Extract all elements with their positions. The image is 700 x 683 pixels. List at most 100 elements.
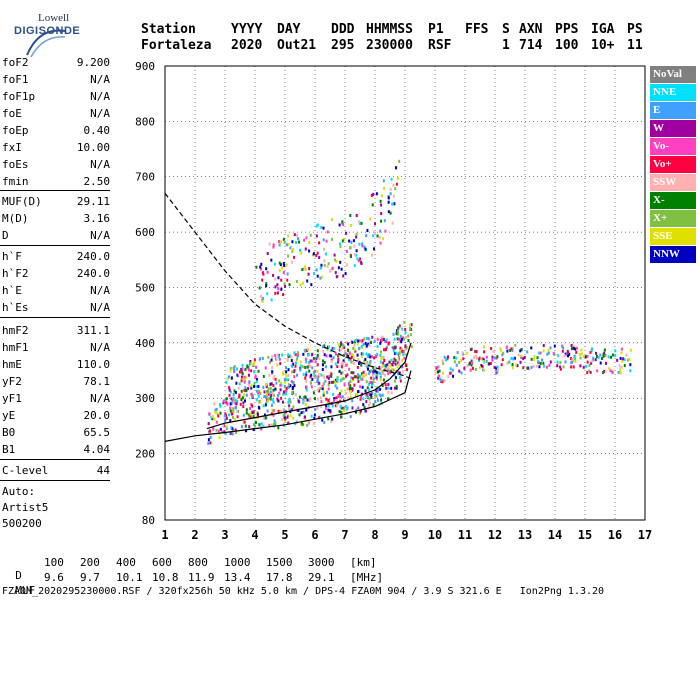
echo-point xyxy=(305,408,308,412)
echo-point xyxy=(522,366,525,370)
echo-point xyxy=(280,409,283,413)
echo-point xyxy=(595,351,598,355)
echo-point xyxy=(324,379,327,383)
echo-point xyxy=(510,347,513,351)
echo-point xyxy=(520,354,523,358)
header-ps-label: PS xyxy=(627,22,643,37)
echo-point xyxy=(360,372,363,376)
legend-item-sse: SSE xyxy=(650,228,696,245)
echo-point xyxy=(226,402,229,406)
echo-point xyxy=(359,409,362,413)
echo-point xyxy=(307,272,310,276)
echo-point xyxy=(404,363,407,367)
echo-point xyxy=(271,366,274,370)
echo-point xyxy=(363,359,366,363)
y-tick-label: 80 xyxy=(142,514,155,527)
echo-point xyxy=(481,365,484,369)
echo-point xyxy=(563,353,566,357)
echo-point xyxy=(291,370,294,374)
echo-point xyxy=(392,183,395,187)
echo-point xyxy=(355,249,358,253)
echo-point xyxy=(348,367,351,371)
echo-point xyxy=(350,376,353,380)
echo-point xyxy=(323,421,326,425)
echo-point xyxy=(323,361,326,365)
echo-point xyxy=(384,347,387,351)
echo-point xyxy=(358,346,361,350)
echo-point xyxy=(312,271,315,275)
echo-point xyxy=(438,377,441,381)
echo-point xyxy=(376,373,379,377)
echo-point xyxy=(244,368,247,372)
echo-point xyxy=(233,417,236,421)
echo-point xyxy=(383,373,386,377)
muf-value: 11.9 xyxy=(188,571,215,584)
echo-point xyxy=(387,386,390,390)
echo-point xyxy=(302,352,305,356)
echo-point xyxy=(374,395,377,399)
echo-point xyxy=(342,274,345,278)
echo-point xyxy=(229,369,232,373)
x-tick-label: 6 xyxy=(311,528,318,542)
echo-point xyxy=(270,298,273,302)
echo-point xyxy=(387,210,390,214)
echo-point xyxy=(339,399,342,403)
echo-point xyxy=(272,400,275,404)
echo-point xyxy=(272,384,275,388)
echo-point xyxy=(334,384,337,388)
echo-point xyxy=(396,361,399,365)
echo-point xyxy=(402,336,405,340)
header-iga-value: 10+ xyxy=(591,38,615,53)
echo-point xyxy=(293,351,296,355)
echo-point xyxy=(399,334,402,338)
echo-point xyxy=(320,263,323,267)
echo-point xyxy=(287,234,290,238)
x-tick-label: 2 xyxy=(191,528,198,542)
echo-point xyxy=(501,353,504,357)
echo-point xyxy=(271,392,274,396)
echo-point xyxy=(238,393,241,397)
echo-point xyxy=(485,359,488,363)
divider xyxy=(0,245,110,246)
echo-point xyxy=(249,360,252,364)
echo-point xyxy=(240,367,243,371)
echo-point xyxy=(399,364,402,368)
echo-point xyxy=(240,370,243,374)
echo-point xyxy=(304,357,307,361)
echo-point xyxy=(299,283,302,287)
echo-point xyxy=(389,369,392,373)
echo-point xyxy=(272,388,275,392)
echo-point xyxy=(307,347,310,351)
echo-point xyxy=(376,352,379,356)
param-name: fxI xyxy=(2,141,22,154)
echo-point xyxy=(395,385,398,389)
echo-point xyxy=(210,416,213,420)
echo-point xyxy=(401,358,404,362)
echo-point xyxy=(375,394,378,398)
echo-point xyxy=(597,356,600,360)
echo-point xyxy=(321,418,324,422)
echo-point xyxy=(365,373,368,377)
echo-point xyxy=(279,362,282,366)
echo-point xyxy=(397,358,400,362)
echo-point xyxy=(236,415,239,419)
echo-point xyxy=(260,262,263,266)
param-name: h`Es xyxy=(2,301,29,314)
echo-point xyxy=(306,349,309,353)
echo-point xyxy=(349,390,352,394)
echo-point xyxy=(466,364,469,368)
echo-point xyxy=(271,398,274,402)
echo-point xyxy=(224,398,227,402)
echo-point xyxy=(247,413,250,417)
echo-point xyxy=(314,374,317,378)
echo-point xyxy=(390,386,393,390)
echo-point xyxy=(601,356,604,360)
echo-point xyxy=(294,364,297,368)
echo-point xyxy=(282,392,285,396)
echo-point xyxy=(590,348,593,352)
echo-point xyxy=(342,353,345,357)
echo-point xyxy=(318,241,321,245)
param-value: N/A xyxy=(90,73,110,86)
echo-point xyxy=(304,376,307,380)
echo-point xyxy=(232,366,235,370)
